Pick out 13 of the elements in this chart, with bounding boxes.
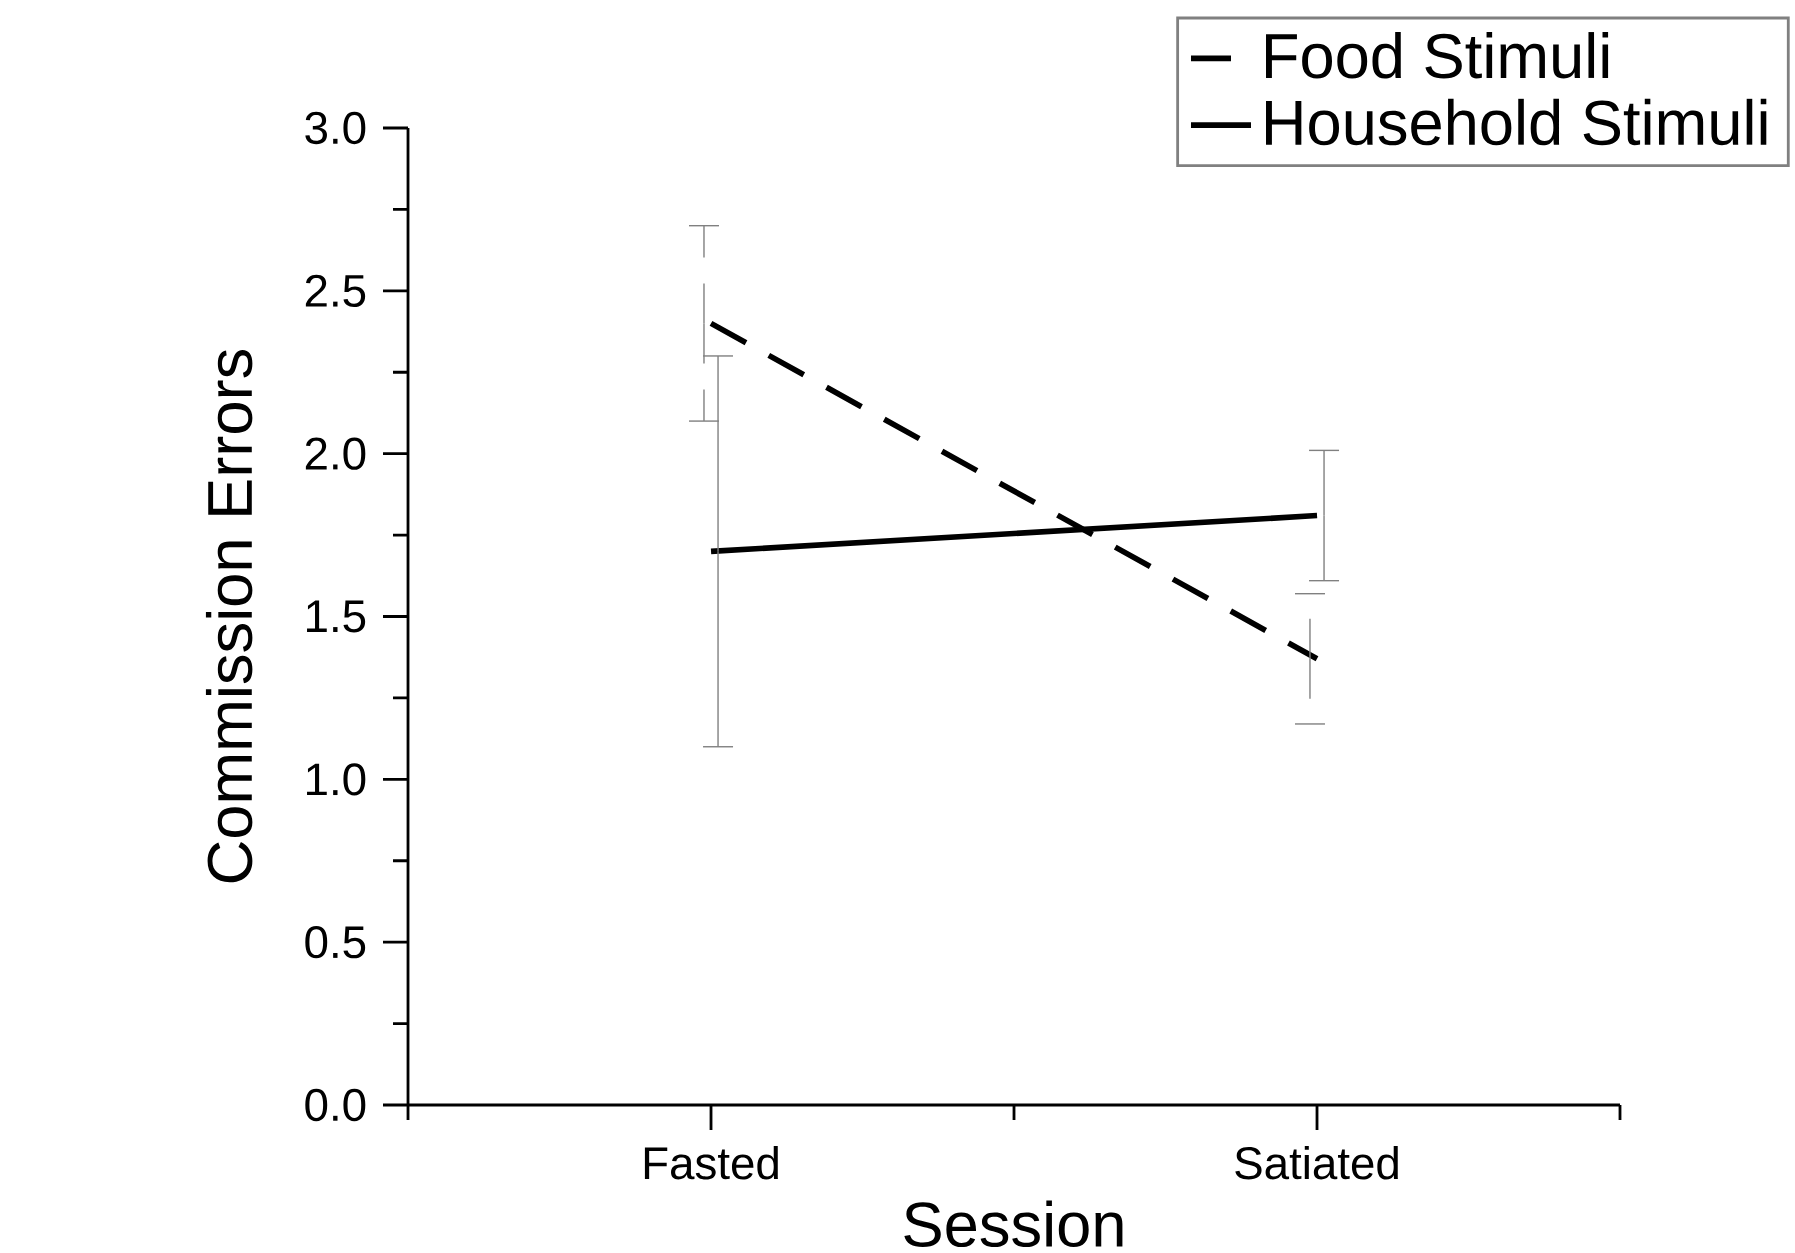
y-tick-label: 1.0 <box>307 763 366 796</box>
y-tick-label: 2.0 <box>305 437 366 470</box>
y-tick-label: 2.5 <box>305 274 366 307</box>
y-tick-label: 0.5 <box>305 925 366 959</box>
legend-label: Food Stimuli <box>1266 32 1609 79</box>
y-axis-title: Commission Errors <box>205 349 253 883</box>
y-tick-label: 0.0 <box>305 1088 366 1122</box>
y-tick-label: 1.5 <box>307 600 366 633</box>
x-tick-label: Satiated <box>1235 1145 1398 1180</box>
x-tick-label: Fasted <box>644 1145 778 1180</box>
legend-label: Household Stimuli <box>1266 98 1767 146</box>
y-tick-label: 3.0 <box>305 111 366 145</box>
x-axis-title: Session <box>904 1200 1123 1248</box>
